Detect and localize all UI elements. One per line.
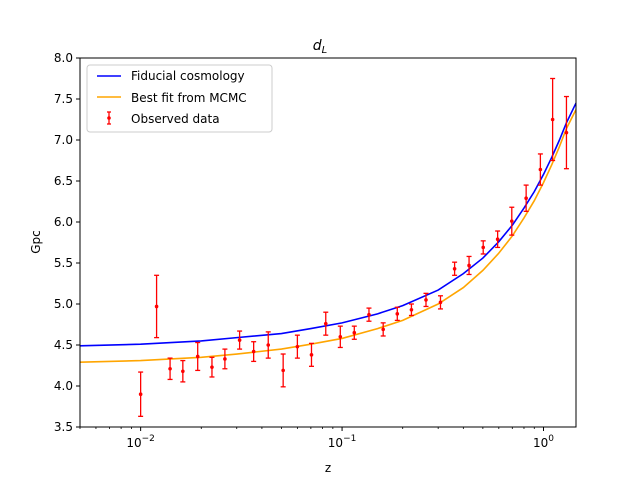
data-marker [564,130,569,135]
data-marker [495,237,500,242]
data-point [195,341,201,372]
y-tick-label: 7.5 [54,92,73,106]
data-point [480,240,486,255]
data-point [394,306,400,322]
legend-box [86,64,273,133]
data-point [437,295,443,310]
y-tick-label: 8.0 [54,51,73,65]
x-tick-label: 100 [533,434,554,450]
data-point [380,322,386,337]
data-marker [168,366,172,371]
y-tick-label: 4.0 [54,379,73,393]
chart-title-main: d [313,38,322,54]
data-point [222,348,228,370]
data-marker [138,392,143,397]
axis-ticks: 3.5 4.0 4.5 5.0 5.5 6.0 6.5 7.0 7.5 8.0 10−2 10−1 10… [54,51,554,450]
series-line-0 [80,102,576,347]
data-point [308,342,314,367]
data-marker [295,344,300,349]
data-point [280,353,286,388]
data-marker [195,354,200,359]
data-marker [452,266,457,271]
data-point [265,331,271,359]
data-marker [438,300,443,305]
data-point [294,334,300,359]
data-marker [381,327,385,332]
x-tick-label: 10−2 [126,434,155,450]
data-point [337,325,343,349]
data-point [537,153,543,186]
data-point [563,95,569,170]
chart-title: dL [313,38,327,56]
data-point [550,77,556,162]
data-point [466,255,472,276]
data-marker [524,196,528,201]
plot-area [80,77,576,417]
legend-label-observed: Observed data [131,112,220,126]
data-marker [395,312,400,316]
y-tick-label: 5.5 [54,256,73,270]
axes-frame [79,57,577,428]
data-marker [481,245,486,250]
legend-label-best-fit: Best fit from MCMC [131,91,247,105]
y-axis-label: Gpc [29,230,43,254]
data-marker [338,335,343,339]
data-point [509,206,515,236]
data-point [452,261,458,276]
data-point [138,371,144,417]
data-marker [210,365,214,369]
chart-title-subscript: L [322,45,328,56]
data-point [154,274,160,339]
data-point [408,303,414,317]
data-point [167,357,173,381]
data-point [180,359,186,383]
data-point [209,356,215,378]
data-point [366,307,372,322]
y-tick-label: 4.5 [54,338,73,352]
y-tick-label: 7.0 [54,133,73,147]
data-marker [550,117,555,122]
data-marker [509,219,514,223]
data-point [523,184,529,212]
data-marker [467,263,471,268]
y-tick-label: 5.0 [54,297,73,311]
legend: Fiducial cosmology Best fit from MCMC Ob… [86,64,273,133]
data-point [495,230,501,249]
legend-label-fiducial: Fiducial cosmology [131,69,245,83]
data-point [251,341,257,363]
data-marker [154,304,159,309]
data-marker [367,312,371,317]
data-marker [309,353,314,357]
data-marker [281,368,285,373]
x-axis-label: z [325,461,331,475]
data-point [323,311,329,336]
data-marker [409,307,414,312]
series-line-1 [80,109,576,364]
data-marker [223,357,227,361]
y-tick-label: 6.0 [54,215,73,229]
data-marker [538,167,543,172]
data-marker [251,349,256,354]
data-marker [323,321,328,326]
data-marker [424,298,428,302]
data-point [351,325,357,340]
x-tick-label: 10−1 [328,434,357,450]
y-tick-label: 3.5 [54,420,73,434]
data-marker [181,369,185,374]
data-marker [237,338,242,342]
legend-swatch-observed [107,111,111,125]
y-tick-label: 6.5 [54,174,73,188]
data-point [423,292,429,308]
data-point [237,330,243,350]
data-marker [266,343,271,347]
data-marker [352,330,357,335]
